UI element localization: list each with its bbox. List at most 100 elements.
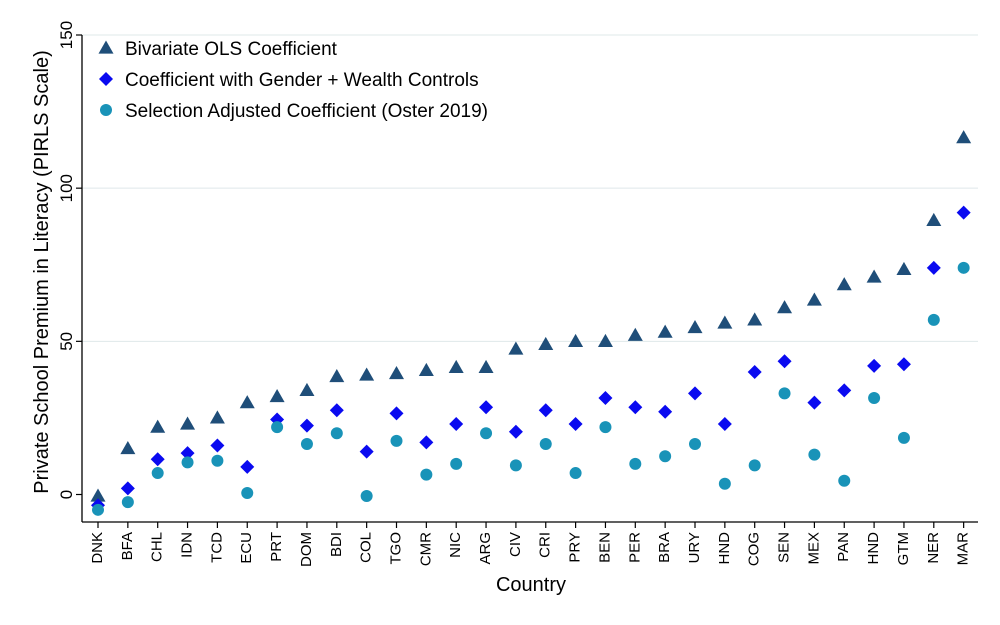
point-diamond-per — [628, 400, 643, 415]
point-circle-pry — [569, 467, 582, 480]
point-circle-ecu — [241, 486, 254, 499]
point-diamond-arg — [479, 400, 494, 415]
point-diamond-tcd — [210, 438, 225, 453]
point-circle-ben — [599, 421, 612, 434]
data-points — [90, 130, 972, 516]
y-tick-label: 0 — [57, 490, 76, 499]
point-circle-cri — [539, 437, 552, 450]
point-circle-sen — [778, 387, 791, 400]
legend-label: Bivariate OLS Coefficient — [125, 39, 338, 60]
point-diamond-bfa — [120, 481, 135, 496]
x-tick-label-dnk: DNK — [89, 532, 106, 564]
axes — [76, 34, 978, 528]
point-triangle-bfa — [120, 441, 136, 455]
point-diamond-idn — [180, 446, 195, 461]
point-triangle-mex — [806, 292, 822, 306]
point-diamond-chl — [150, 452, 165, 467]
point-circle-hnd — [868, 392, 881, 405]
point-diamond-nic — [449, 417, 464, 432]
point-circle-cmr — [420, 468, 433, 481]
point-circle-bra — [659, 450, 672, 463]
x-tick-label-chl: CHL — [149, 532, 166, 562]
point-triangle-cmr — [418, 362, 434, 377]
point-diamond-mar — [956, 205, 971, 220]
point-circle-col — [360, 490, 373, 503]
point-diamond-hnd — [867, 358, 882, 373]
y-tick-label: 50 — [57, 332, 76, 351]
point-circle-bfa — [121, 496, 134, 509]
legend-diamond-icon — [99, 72, 113, 86]
point-diamond-cri — [538, 403, 553, 418]
point-triangle-bdi — [329, 369, 345, 383]
point-triangle-ury — [687, 320, 703, 334]
point-circle-hnd — [718, 477, 731, 490]
point-diamond-civ — [508, 424, 523, 439]
point-diamond-sen — [777, 354, 792, 369]
x-tick-label-cri: CRI — [537, 532, 554, 558]
point-diamond-ner — [926, 260, 941, 275]
point-diamond-gtm — [896, 357, 911, 372]
point-diamond-col — [359, 444, 374, 459]
legend-label: Coefficient with Gender + Wealth Control… — [125, 70, 479, 91]
point-diamond-tgo — [389, 406, 404, 421]
x-tick-label-prt: PRT — [268, 532, 285, 562]
point-circle-ner — [927, 313, 940, 326]
point-triangle-ecu — [239, 395, 255, 409]
y-tick-label: 100 — [57, 174, 76, 202]
x-tick-label-idn: IDN — [179, 532, 196, 558]
point-diamond-cog — [747, 364, 762, 379]
series-3 — [92, 261, 970, 516]
series-2 — [91, 205, 971, 513]
point-diamond-bra — [658, 404, 673, 419]
x-tick-label-ury: URY — [686, 532, 703, 563]
point-circle-prt — [271, 421, 284, 434]
point-triangle-prt — [269, 388, 285, 403]
x-tick-label-cog: COG — [746, 532, 763, 566]
point-circle-mar — [957, 261, 970, 274]
point-triangle-nic — [448, 359, 464, 373]
point-circle-pan — [838, 474, 851, 487]
x-axis-title: Country — [496, 574, 566, 596]
x-tick-label-sen: SEN — [776, 532, 793, 563]
y-tick-label: 150 — [57, 21, 76, 49]
point-triangle-per — [627, 327, 643, 341]
point-triangle-chl — [150, 419, 166, 433]
x-tick-label-cmr: CMR — [417, 532, 434, 566]
y-tick-labels: 0 50 100 150 — [57, 21, 76, 499]
point-circle-dnk — [92, 503, 104, 516]
point-circle-cog — [748, 459, 761, 472]
point-diamond-hnd — [717, 417, 732, 432]
x-tick-label-bra: BRA — [656, 532, 673, 563]
y-axis-title: Private School Premium in Literacy (PIRL… — [31, 50, 53, 494]
x-tick-label-tgo: TGO — [387, 532, 404, 565]
x-tick-label-dom: DOM — [298, 532, 315, 567]
point-triangle-mar — [956, 130, 972, 144]
x-tick-label-bdi: BDI — [328, 532, 345, 557]
point-triangle-dnk — [90, 488, 106, 502]
point-circle-tcd — [211, 454, 224, 467]
point-triangle-dom — [299, 382, 315, 396]
point-circle-ury — [689, 437, 701, 450]
point-triangle-bra — [657, 324, 673, 338]
x-tick-label-arg: ARG — [477, 532, 494, 565]
x-tick-label-gtm: GTM — [895, 532, 912, 565]
x-tick-label-hnd: HND — [716, 532, 733, 565]
x-tick-label-ben: BEN — [596, 532, 613, 563]
point-triangle-ben — [597, 333, 613, 347]
gridlines — [82, 34, 978, 342]
point-triangle-ner — [926, 212, 942, 226]
point-triangle-hnd — [866, 269, 882, 283]
point-triangle-arg — [478, 359, 494, 373]
point-circle-arg — [480, 427, 493, 440]
x-tick-labels: DNK BFA CHL IDN TCD ECU PRT DOM BDI COL TGO CMR NIC A… — [89, 532, 972, 567]
point-triangle-idn — [180, 416, 196, 430]
x-tick-label-hnd: HND — [865, 532, 882, 565]
point-circle-civ — [509, 459, 522, 472]
point-circle-idn — [181, 456, 194, 469]
x-tick-label-ecu: ECU — [238, 532, 255, 564]
x-tick-label-tcd: TCD — [208, 532, 225, 563]
point-triangle-sen — [777, 300, 793, 314]
x-tick-label-mar: MAR — [955, 532, 972, 566]
point-triangle-pry — [568, 333, 584, 347]
x-tick-label-mex: MEX — [805, 532, 822, 565]
